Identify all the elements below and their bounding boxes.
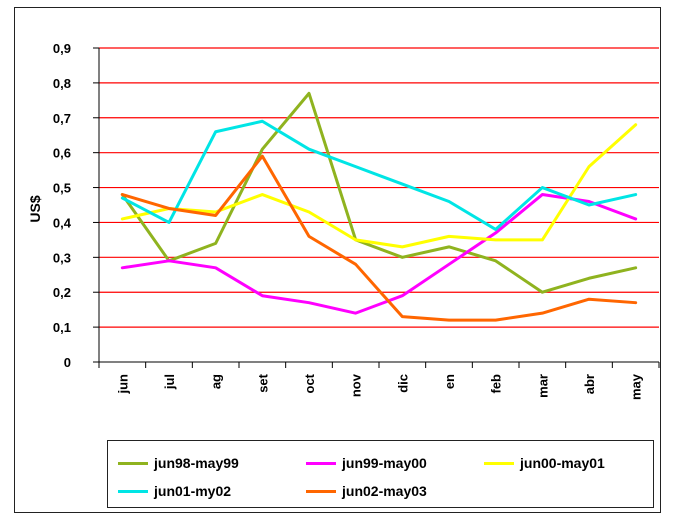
x-tick-label: abr [582, 374, 597, 394]
legend: jun98-may99 jun99-may00 jun00-may01 jun01-m… [107, 440, 654, 508]
legend-swatch [118, 489, 148, 493]
y-tick-label: 0,1 [53, 320, 71, 335]
x-tick-label: dic [395, 374, 410, 393]
x-tick-label: jul [162, 374, 177, 390]
x-tick-label: mar [535, 374, 550, 398]
series-line-jun98-may99 [120, 91, 638, 294]
y-tick-label: 0 [64, 355, 71, 370]
y-tick-label: 0,3 [53, 250, 71, 265]
legend-item: jun98-may99 [118, 453, 239, 473]
legend-swatch [306, 489, 336, 493]
legend-label: jun01-my02 [154, 483, 232, 499]
series-line-jun02-may03 [120, 154, 638, 322]
y-tick-label: 0,8 [53, 76, 71, 91]
y-axis-label: US$ [27, 195, 43, 222]
legend-item: jun01-my02 [118, 481, 231, 501]
legend-item: jun00-may01 [484, 453, 605, 473]
series-line-jun01-my02 [120, 119, 638, 231]
x-tick-label: en [442, 374, 457, 389]
y-tick-label: 0,2 [53, 285, 71, 300]
legend-swatch [484, 461, 514, 465]
x-tick-label: ag [209, 374, 224, 389]
legend-item: jun02-may03 [306, 481, 427, 501]
x-tick-label: may [629, 373, 644, 400]
series-line-jun00-may01 [120, 123, 638, 249]
y-tick-label: 0,5 [53, 181, 71, 196]
chart-frame [14, 7, 661, 513]
x-tick-label: set [255, 373, 270, 392]
y-tick-label: 0,6 [53, 146, 71, 161]
legend-item: jun99-may00 [306, 453, 427, 473]
x-tick-label: jun [115, 374, 130, 395]
legend-label: jun00-may01 [520, 455, 605, 471]
series-line-jun99-may00 [120, 193, 638, 315]
x-tick-label: feb [489, 374, 504, 394]
y-tick-label: 0,7 [53, 111, 71, 126]
x-tick-label: oct [302, 373, 317, 393]
legend-label: jun99-may00 [342, 455, 427, 471]
x-tick-label: nov [349, 373, 364, 397]
legend-swatch [306, 461, 336, 465]
legend-swatch [118, 461, 148, 465]
legend-label: jun02-may03 [342, 483, 427, 499]
y-tick-label: 0,9 [53, 41, 71, 56]
legend-label: jun98-may99 [154, 455, 239, 471]
y-tick-label: 0,4 [53, 215, 72, 230]
